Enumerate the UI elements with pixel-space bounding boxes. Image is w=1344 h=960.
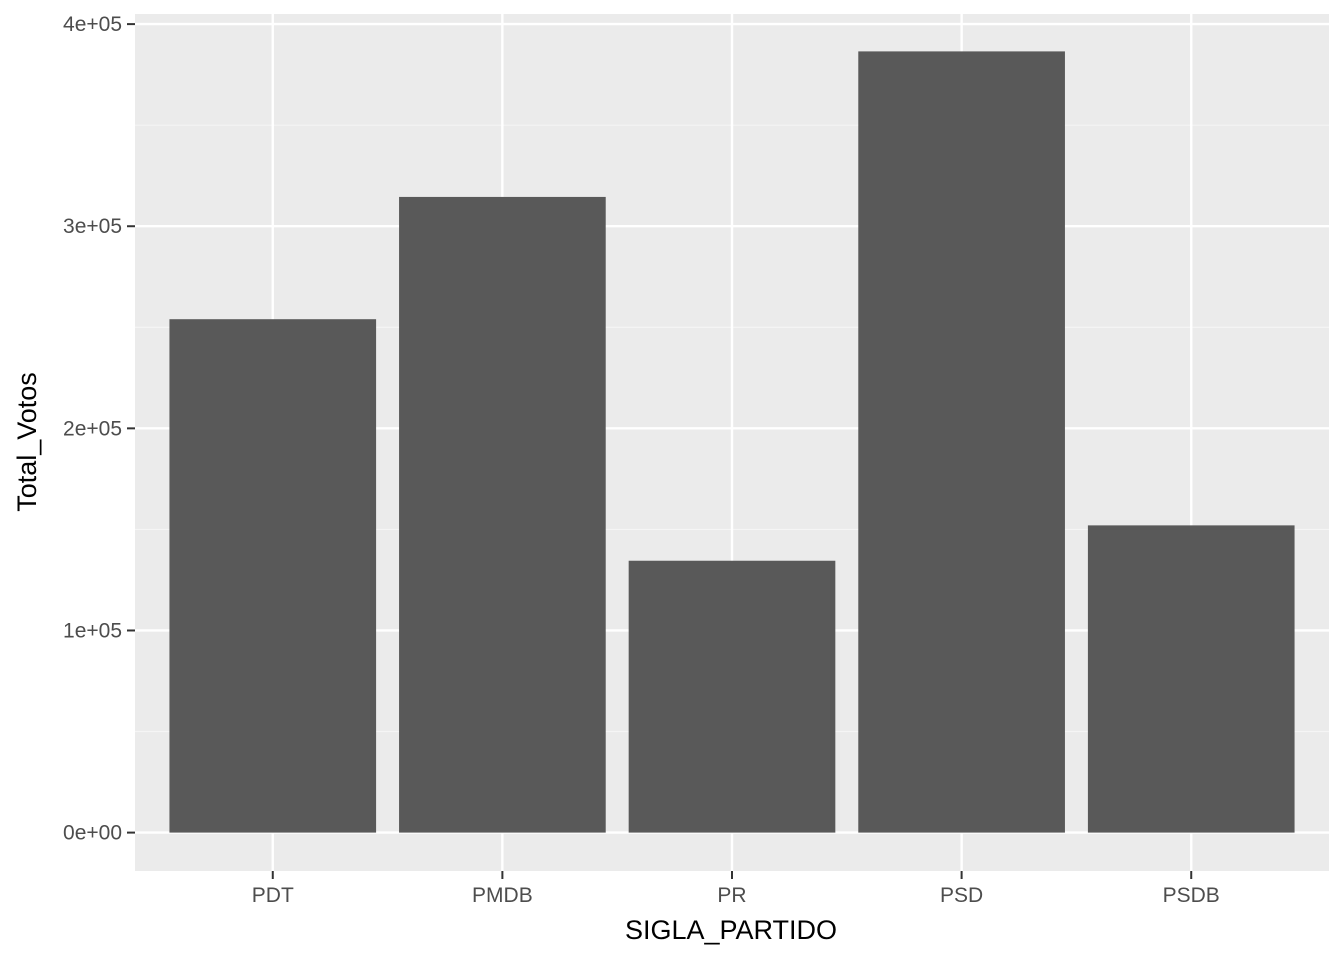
x-tick-label: PR xyxy=(717,884,746,907)
bar-pr xyxy=(628,560,836,833)
bar-psd xyxy=(858,51,1065,833)
y-tick-label: 1e+05 xyxy=(63,619,122,642)
bar-psdb xyxy=(1087,525,1295,833)
x-tick-label: PDT xyxy=(252,884,294,907)
y-tick-label: 0e+00 xyxy=(63,822,122,845)
bar-pdt xyxy=(169,319,377,833)
bar-pmdb xyxy=(399,196,606,833)
x-tick-label: PSD xyxy=(940,884,983,907)
x-axis-title: SIGLA_PARTIDO xyxy=(625,915,837,945)
y-tick-label: 4e+05 xyxy=(63,13,122,36)
y-axis-title: Total_Votos xyxy=(12,372,42,512)
x-axis: PDT PMDB PR PSD PSDB xyxy=(252,871,1220,907)
x-tick-label: PMDB xyxy=(472,884,533,907)
y-axis: 0e+00 1e+05 2e+05 3e+05 4e+05 xyxy=(63,13,135,845)
x-tick-label: PSDB xyxy=(1163,884,1220,907)
bars xyxy=(169,51,1295,833)
y-tick-label: 3e+05 xyxy=(63,215,122,238)
y-tick-label: 2e+05 xyxy=(63,417,122,440)
